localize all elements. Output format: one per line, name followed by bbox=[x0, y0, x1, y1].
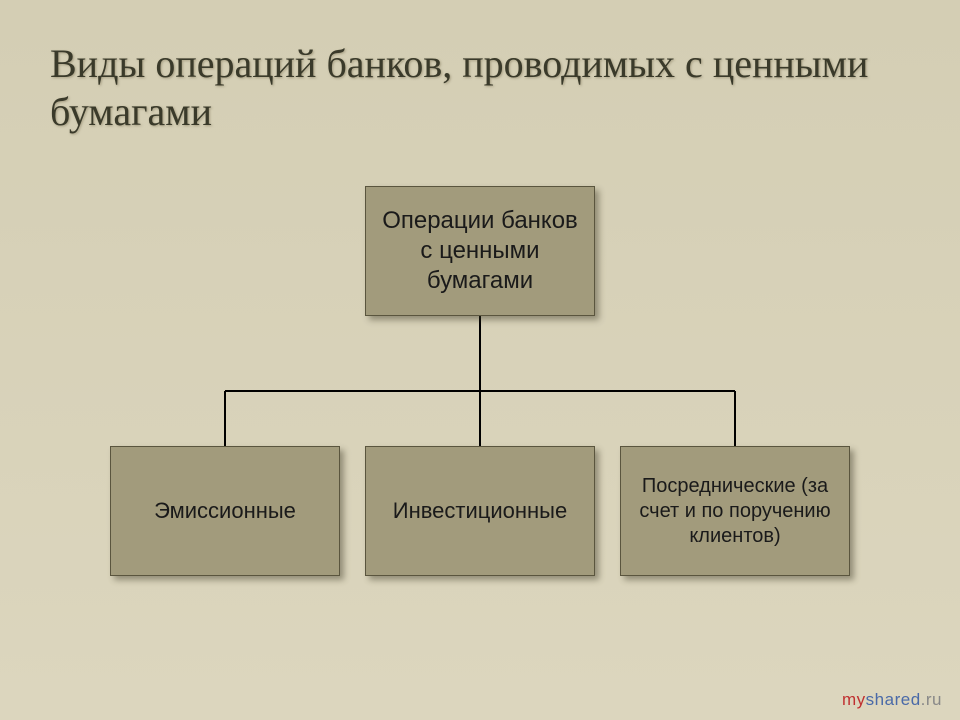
watermark: myshared.ru bbox=[842, 690, 942, 710]
child-node-2-label: Инвестиционные bbox=[393, 497, 567, 525]
child-node-2: Инвестиционные bbox=[365, 446, 595, 576]
watermark-my: my bbox=[842, 690, 866, 709]
child-node-1-label: Эмиссионные bbox=[154, 497, 296, 525]
child-node-1: Эмиссионные bbox=[110, 446, 340, 576]
child-node-3: Посреднические (за счет и по поручению к… bbox=[620, 446, 850, 576]
watermark-shared: shared bbox=[866, 690, 921, 709]
root-node-label: Операции банков с ценными бумагами bbox=[376, 206, 584, 296]
root-node: Операции банков с ценными бумагами bbox=[365, 186, 595, 316]
slide: Виды операций банков, проводимых с ценны… bbox=[0, 0, 960, 720]
org-chart: Операции банков с ценными бумагами Эмисс… bbox=[110, 186, 850, 586]
watermark-ru: .ru bbox=[921, 690, 942, 709]
slide-title: Виды операций банков, проводимых с ценны… bbox=[50, 40, 910, 136]
child-node-3-label: Посреднические (за счет и по поручению к… bbox=[631, 474, 839, 549]
